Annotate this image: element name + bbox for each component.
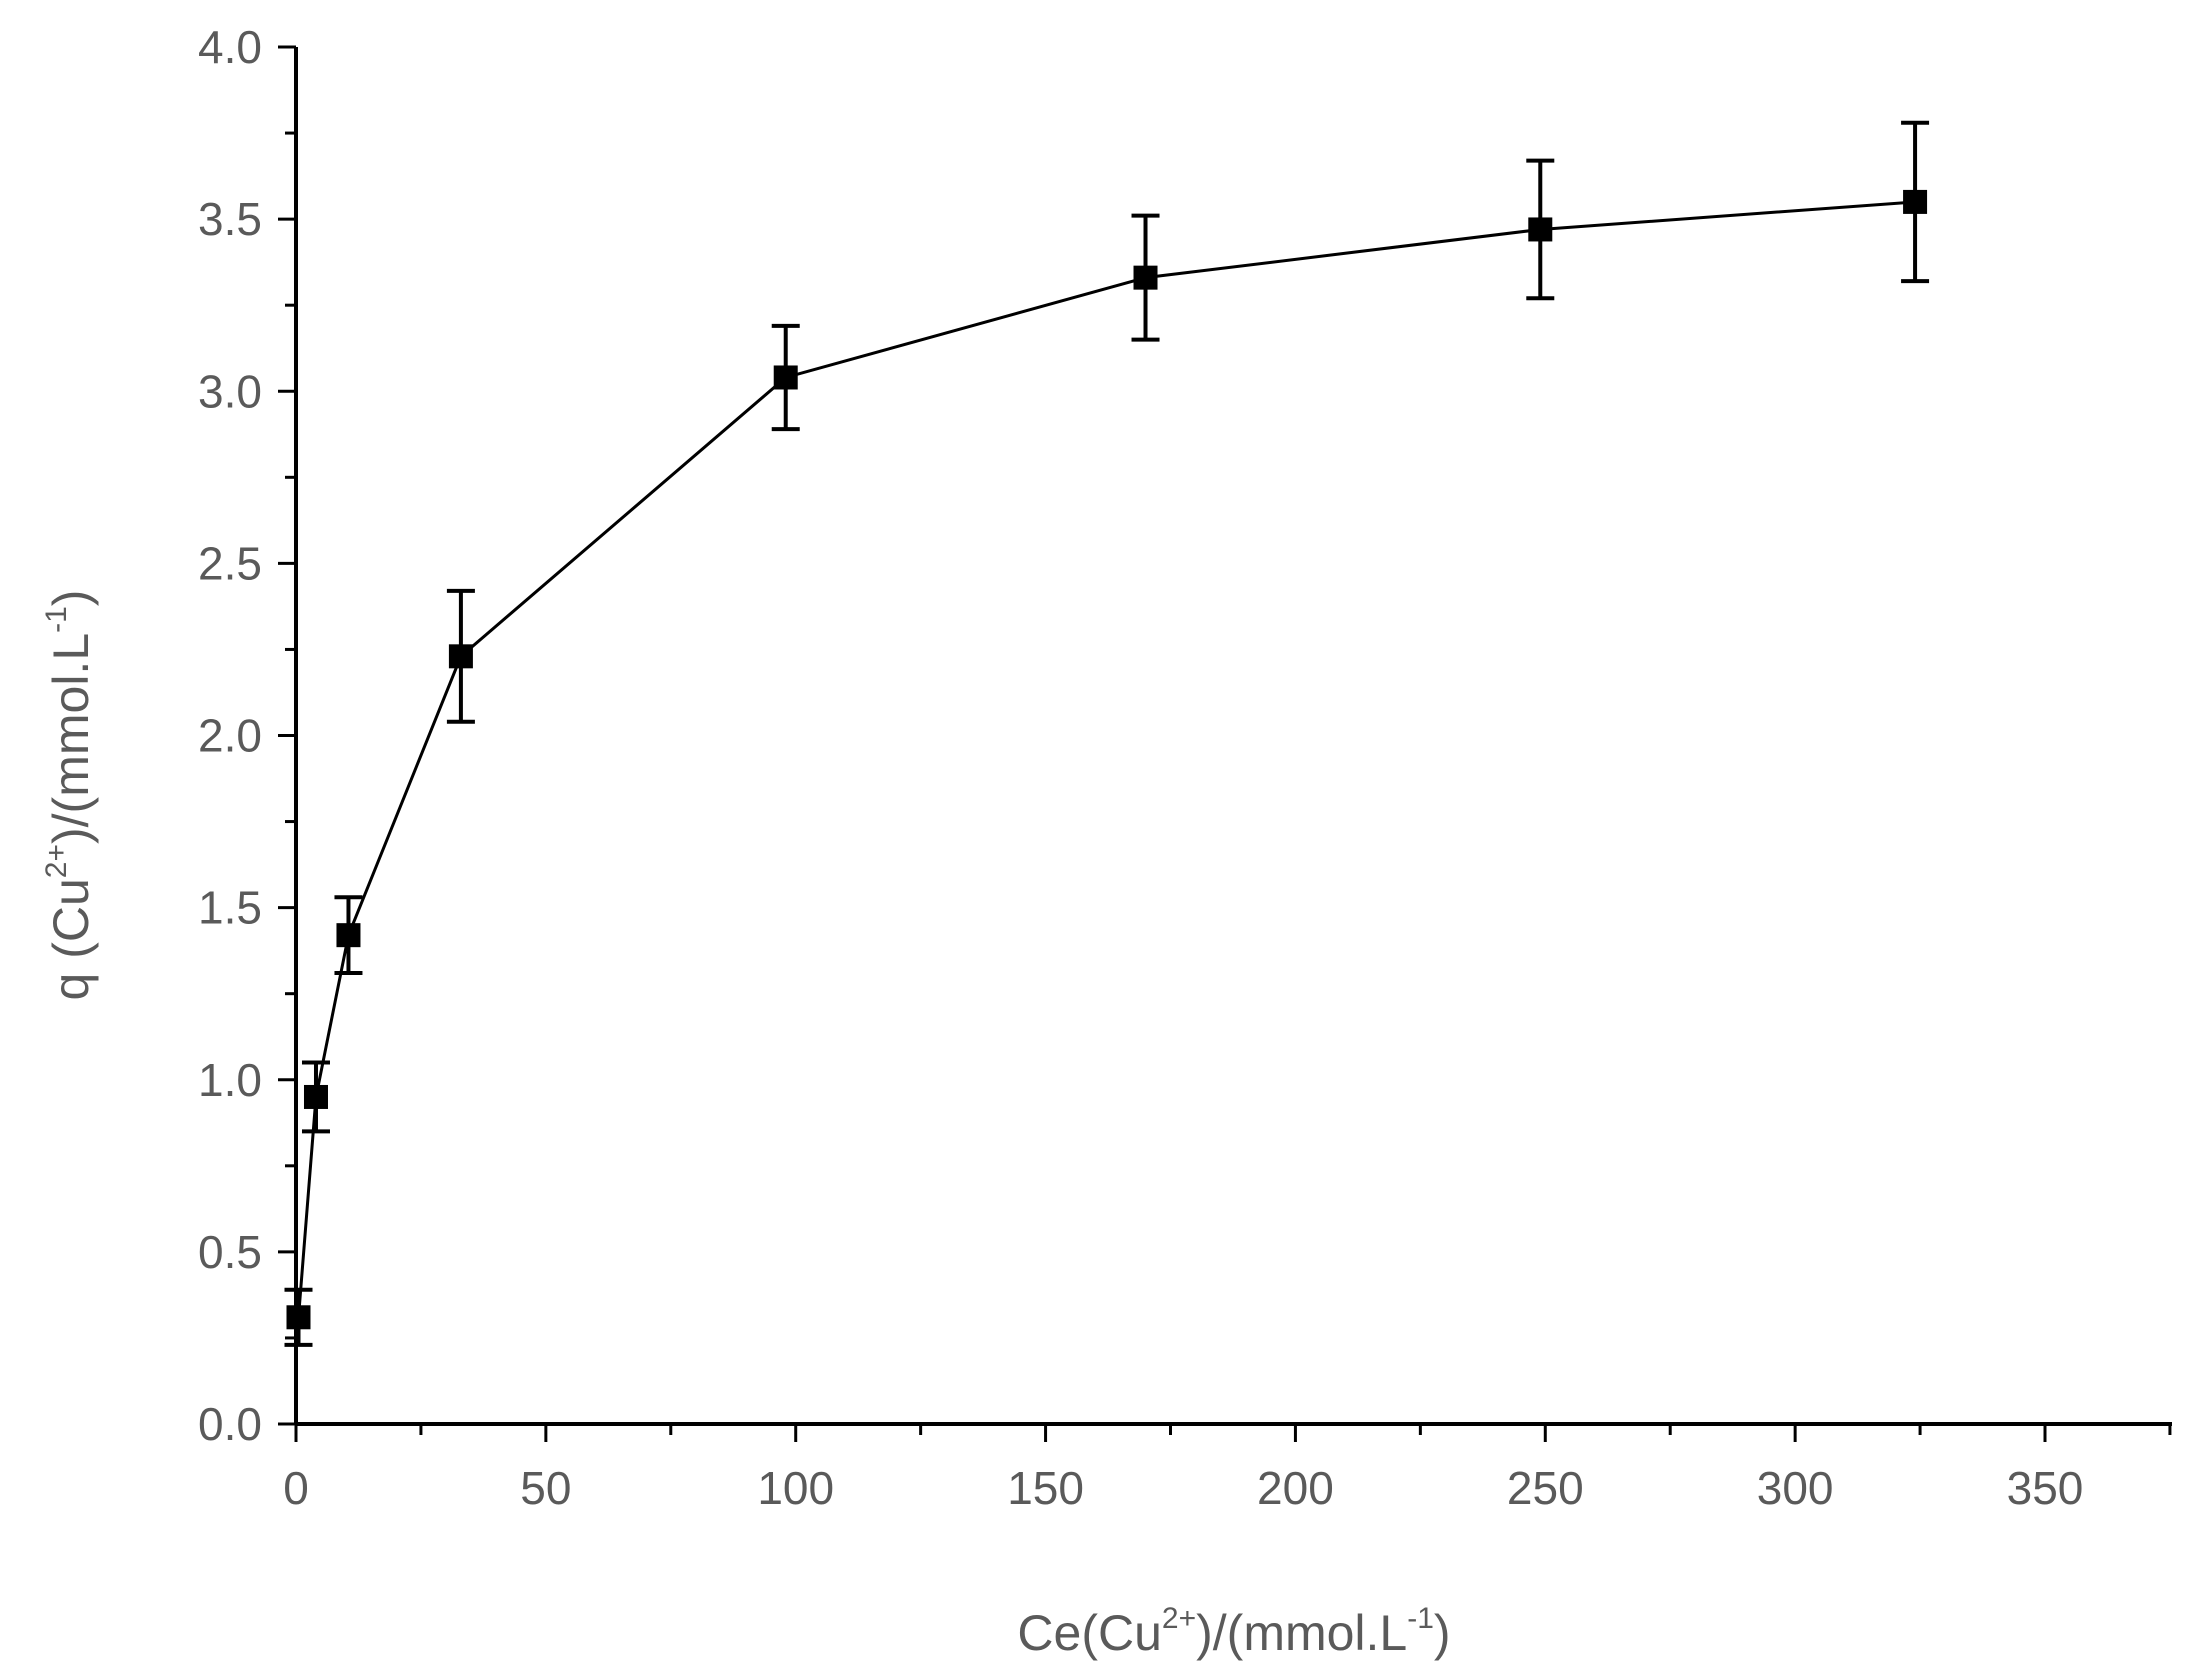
data-point — [336, 923, 361, 948]
x-axis-title-end: ) — [1434, 1605, 1451, 1661]
x-axis-title-sup: 2+ — [1162, 1602, 1196, 1635]
data-point — [1528, 217, 1553, 242]
x-axis-title-sup2: -1 — [1407, 1602, 1434, 1635]
x-tick-label: 300 — [1757, 1462, 1834, 1514]
y-tick-label: 0.5 — [198, 1226, 262, 1278]
y-tick-label: 4.0 — [198, 21, 262, 73]
y-axis-title-sup: 2+ — [40, 844, 73, 878]
data-point — [303, 1084, 328, 1109]
x-tick-label: 150 — [1007, 1462, 1084, 1514]
x-tick-label: 350 — [2007, 1462, 2084, 1514]
y-tick-label: 3.0 — [198, 365, 262, 417]
x-axis-title-mid: )/(mmol.L — [1196, 1605, 1407, 1661]
axes — [294, 47, 2172, 1426]
y-axis-title-sup2: -1 — [40, 606, 73, 633]
y-tick-label: 2.0 — [198, 710, 262, 762]
y-axis-title-main: q (Cu — [43, 878, 99, 1000]
x-axis-title: Ce(Cu2+)/(mmol.L-1) — [1017, 1602, 1450, 1661]
x-tick-label: 50 — [520, 1462, 571, 1514]
data-point — [1903, 189, 1928, 214]
x-tick-label: 200 — [1257, 1462, 1334, 1514]
y-tick-label: 2.5 — [198, 537, 262, 589]
data-point — [773, 365, 798, 390]
series — [284, 120, 1930, 1347]
x-tick-label: 250 — [1507, 1462, 1584, 1514]
y-axis-title-mid: )/(mmol.L — [43, 633, 99, 844]
tick-labels: 0 50 100 150 200 250 300 350 0.0 0.5 1.0 1.5 2.0 2.5 3… — [198, 21, 2083, 1514]
series-line — [297, 200, 1916, 1318]
y-tick-label: 3.5 — [198, 193, 262, 245]
y-axis-title-end: ) — [43, 590, 99, 607]
data-point — [1133, 265, 1158, 290]
y-axis-title: q (Cu2+)/(mmol.L-1) — [40, 590, 99, 1001]
y-tick-label: 1.0 — [198, 1054, 262, 1106]
y-tick-label: 0.0 — [198, 1398, 262, 1450]
data-point — [448, 644, 473, 669]
x-tick-label: 0 — [283, 1462, 309, 1514]
x-tick-label: 100 — [757, 1462, 834, 1514]
data-point — [286, 1305, 311, 1330]
ticks — [278, 45, 2172, 1442]
y-tick-label: 1.5 — [198, 882, 262, 934]
x-axis-title-main: Ce(Cu — [1017, 1605, 1161, 1661]
